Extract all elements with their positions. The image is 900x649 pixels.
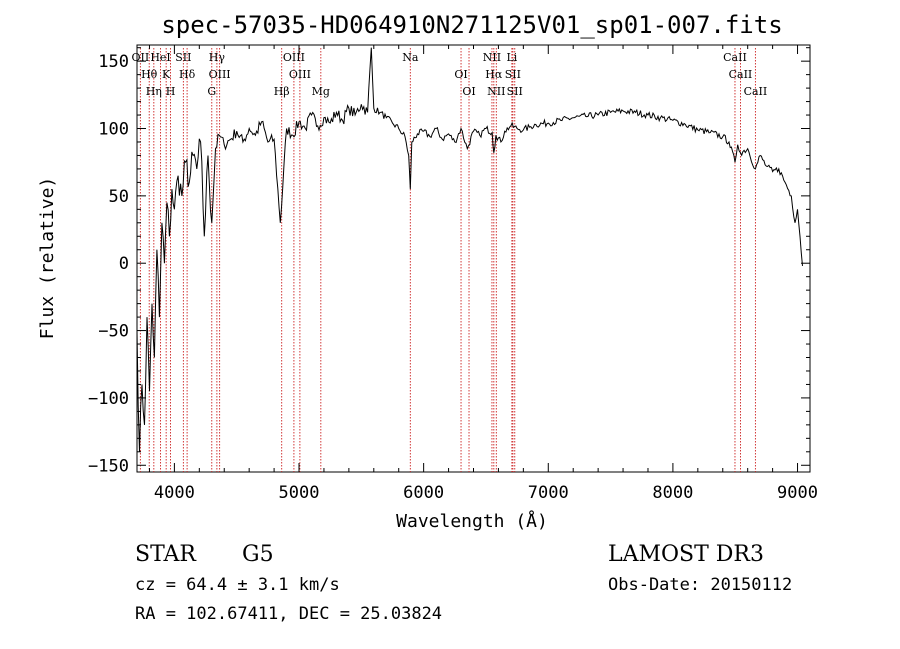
y-tick-label: 100 [98, 120, 129, 140]
survey-name: LAMOST DR3 [608, 542, 764, 567]
spectral-line-label: Hα [485, 68, 503, 81]
spectral-line-label: Mg [312, 85, 330, 98]
spectral-line-label: OIII [283, 51, 305, 64]
observation-date: Obs-Date: 20150112 [608, 575, 792, 595]
x-axis-label: Wavelength (Å) [396, 510, 548, 532]
y-tick-label: −50 [98, 322, 129, 342]
spectral-line-label: CaII [729, 68, 753, 81]
spectral-line-label: Na [402, 51, 419, 64]
y-axis-ticks: −150 −100 −50 0 50 100 150 [88, 47, 810, 476]
y-tick-label: −150 [88, 456, 129, 476]
x-tick-label: 9000 [777, 483, 818, 503]
y-axis-label: Flux (relative) [37, 177, 58, 340]
spectral-line-label: Hδ [179, 68, 196, 81]
sky-coordinates: RA = 102.67411, DEC = 25.03824 [135, 604, 442, 624]
spectral-line-label: SII [175, 51, 191, 64]
x-tick-label: 4000 [154, 483, 195, 503]
spectral-line-label: SII [505, 68, 521, 81]
x-tick-label: 7000 [528, 483, 569, 503]
spectral-line-label: OI [454, 68, 467, 81]
spectral-line-labels: OIIHθHηHeIKHSIIHδGHγOIIIHβOIIIOIIIMgNaOI… [132, 51, 768, 98]
spectral-line-label: OIII [289, 68, 311, 81]
spectral-line-label: Hβ [274, 85, 290, 98]
x-axis-ticks: 4000 5000 6000 7000 8000 9000 [148, 45, 818, 503]
spectral-line-label: Li [506, 51, 517, 64]
spectral-line-label: Hθ [141, 68, 158, 81]
spectral-line-label: Hη [146, 85, 162, 98]
spectral-line-label: HeI [150, 51, 170, 64]
object-subclass: G5 [242, 542, 274, 567]
spectral-line-label: SII [507, 85, 523, 98]
x-tick-label: 5000 [279, 483, 320, 503]
spectrum-line [136, 47, 803, 452]
plot-frame [136, 44, 811, 473]
spectral-line-label: NII [483, 51, 501, 64]
chart-title: spec-57035-HD064910N271125V01_sp01-007.f… [161, 11, 782, 39]
spectral-line-label: H [166, 85, 176, 98]
redshift-velocity: cz = 64.4 ± 3.1 km/s [135, 575, 340, 595]
y-tick-label: 150 [98, 52, 129, 72]
spectral-line-label: OIII [209, 68, 231, 81]
spectral-line-label: OII [132, 51, 150, 64]
spectral-line-label: CaII [723, 51, 747, 64]
object-class: STAR [135, 542, 197, 567]
y-tick-label: 50 [109, 187, 129, 207]
y-tick-label: 0 [119, 254, 129, 274]
spectral-line-markers [139, 48, 756, 472]
spectral-line-label: K [162, 68, 171, 81]
spectral-line-label: CaII [744, 85, 768, 98]
spectral-line-label: Hγ [209, 51, 226, 64]
x-tick-label: 8000 [652, 483, 693, 503]
y-tick-label: −100 [88, 389, 129, 409]
x-tick-label: 6000 [403, 483, 444, 503]
spectral-line-label: NII [487, 85, 505, 98]
spectral-line-label: OI [462, 85, 475, 98]
spectral-line-label: G [207, 85, 216, 98]
